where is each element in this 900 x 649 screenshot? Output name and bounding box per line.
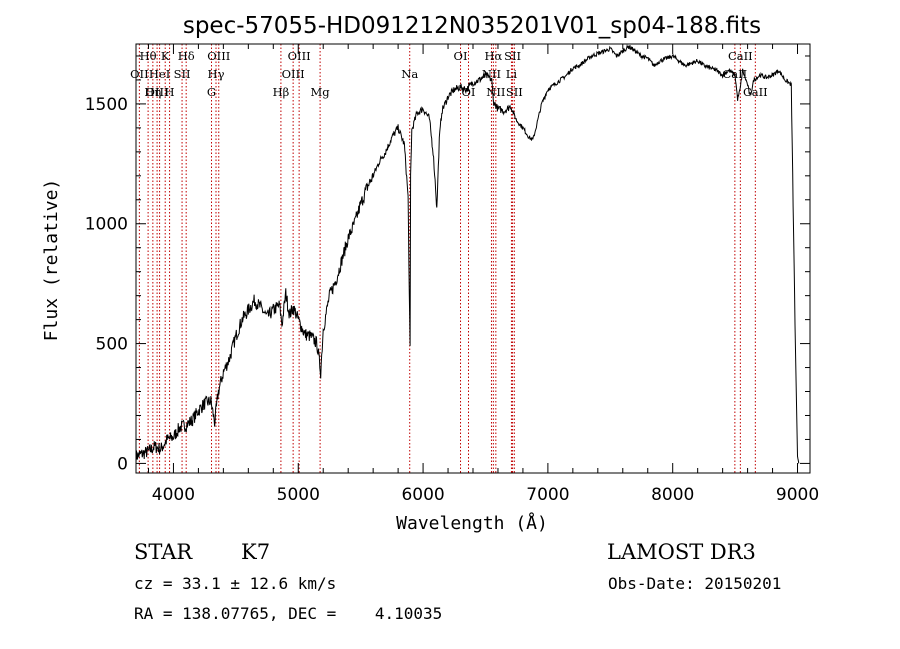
line-label-24: SII [506, 85, 523, 99]
y-tick-label-0: 0 [117, 454, 128, 474]
line-label-25: CaII [728, 49, 753, 63]
plot-frame [135, 43, 811, 474]
obs-date: Obs-Date: 20150201 [608, 574, 782, 593]
line-label-17: OI [454, 49, 468, 63]
line-label-4: H [165, 85, 175, 99]
line-label-12: Hβ [273, 85, 290, 99]
x-axis-label: Wavelength (Å) [396, 512, 548, 534]
line-label-16: Na [401, 67, 418, 81]
x-tick-label-8000: 8000 [651, 485, 694, 505]
spectrum-line [135, 43, 800, 464]
x-tick-label-7000: 7000 [526, 485, 569, 505]
line-label-3: K [161, 49, 170, 63]
line-label-8: Hδ [178, 49, 195, 63]
spectral-line-labels: Hθ OII OIII K H Hη HeI SII Hδ OIII Hγ G Hβ OIII OIII Mg… [130, 49, 768, 99]
x-axis-ticks: 4000 5000 6000 7000 8000 9000 [147, 44, 819, 505]
line-label-5: Hη [144, 85, 161, 99]
line-label-9: OIII [207, 49, 230, 63]
survey-name: LAMOST DR3 [607, 540, 756, 564]
line-label-2: OIII [146, 85, 169, 99]
line-label-7: SII [174, 67, 191, 81]
line-label-14: OIII [282, 67, 305, 81]
line-label-22: SII [504, 49, 521, 63]
object-subclass: K7 [241, 540, 271, 564]
y-tick-label-500: 500 [96, 335, 128, 355]
line-label-13: OIII [288, 49, 311, 63]
y-tick-label-1000: 1000 [85, 215, 128, 235]
x-tick-label-6000: 6000 [401, 485, 444, 505]
spectral-line-markers [138, 44, 756, 473]
line-label-19: Hα [484, 49, 502, 63]
coordinates: RA = 138.07765, DEC = 4.10035 [134, 604, 443, 623]
line-label-15: Mg [311, 85, 331, 99]
line-label-0: Hθ [140, 49, 157, 63]
line-label-27: CaII [743, 85, 768, 99]
line-label-11: G [207, 85, 216, 99]
line-label-21: NII [486, 85, 505, 99]
y-axis-label: Flux (relative) [41, 179, 62, 342]
object-type: STAR [134, 540, 193, 564]
line-label-1: OII [130, 67, 149, 81]
chart-title: spec-57055-HD091212N035201V01_sp04-188.f… [183, 13, 761, 39]
line-label-6: HeI [149, 67, 170, 81]
x-tick-label-4000: 4000 [152, 485, 195, 505]
x-tick-label-5000: 5000 [277, 485, 320, 505]
y-axis-ticks: 0 500 1000 1500 [85, 55, 810, 474]
redshift-text: cz = 33.1 ± 12.6 km/s [134, 574, 337, 593]
x-tick-label-9000: 9000 [776, 485, 819, 505]
line-label-23: Li [506, 67, 518, 81]
line-label-10: Hγ [208, 67, 225, 81]
y-tick-label-1500: 1500 [85, 95, 128, 115]
